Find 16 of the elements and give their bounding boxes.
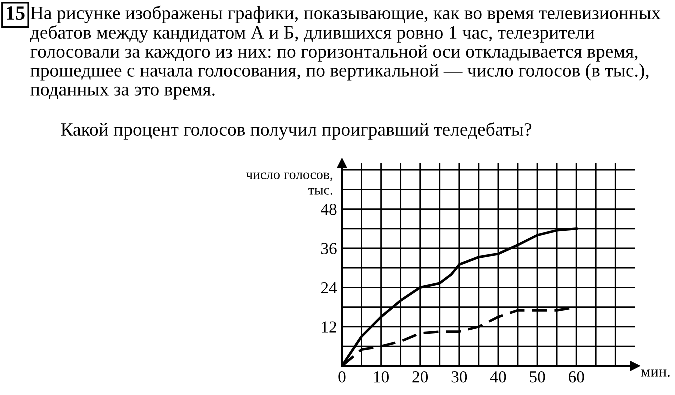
x-tick-label: 10 xyxy=(374,372,389,383)
x-tick-label: 50 xyxy=(530,372,546,383)
x-tick-label: 30 xyxy=(452,372,468,383)
chart-title: На рисунке изображены графики, показывающие, как во время телевизионных дебатов между кандидатом А и Б, длившихся ровно 1 час, телезрители голосовали за каждого из них: по горизонтальной оси откладывается время, прошедшее с начала голосования, по вертикальной — число голосов (в тыс.), поданных за это время. xyxy=(30,6,661,100)
y-tick-label: 24 xyxy=(321,282,338,294)
y-tick-label: 36 xyxy=(321,243,337,254)
x-tick-label: 20 xyxy=(412,372,428,383)
y-axis-title: число голосов, тыс. xyxy=(246,172,333,195)
x-tick-label: 60 xyxy=(568,372,584,383)
chart-subtitle: Какой процент голосов получил проигравший теледебаты? xyxy=(61,122,532,140)
x-tick-label: 0 xyxy=(338,372,346,383)
y-tick-label: 12 xyxy=(322,322,336,333)
x-tick-label: 40 xyxy=(490,372,506,383)
y-tick-label: 48 xyxy=(321,204,337,216)
text: 15 xyxy=(7,6,25,20)
x-axis-title: мин. xyxy=(641,370,670,377)
